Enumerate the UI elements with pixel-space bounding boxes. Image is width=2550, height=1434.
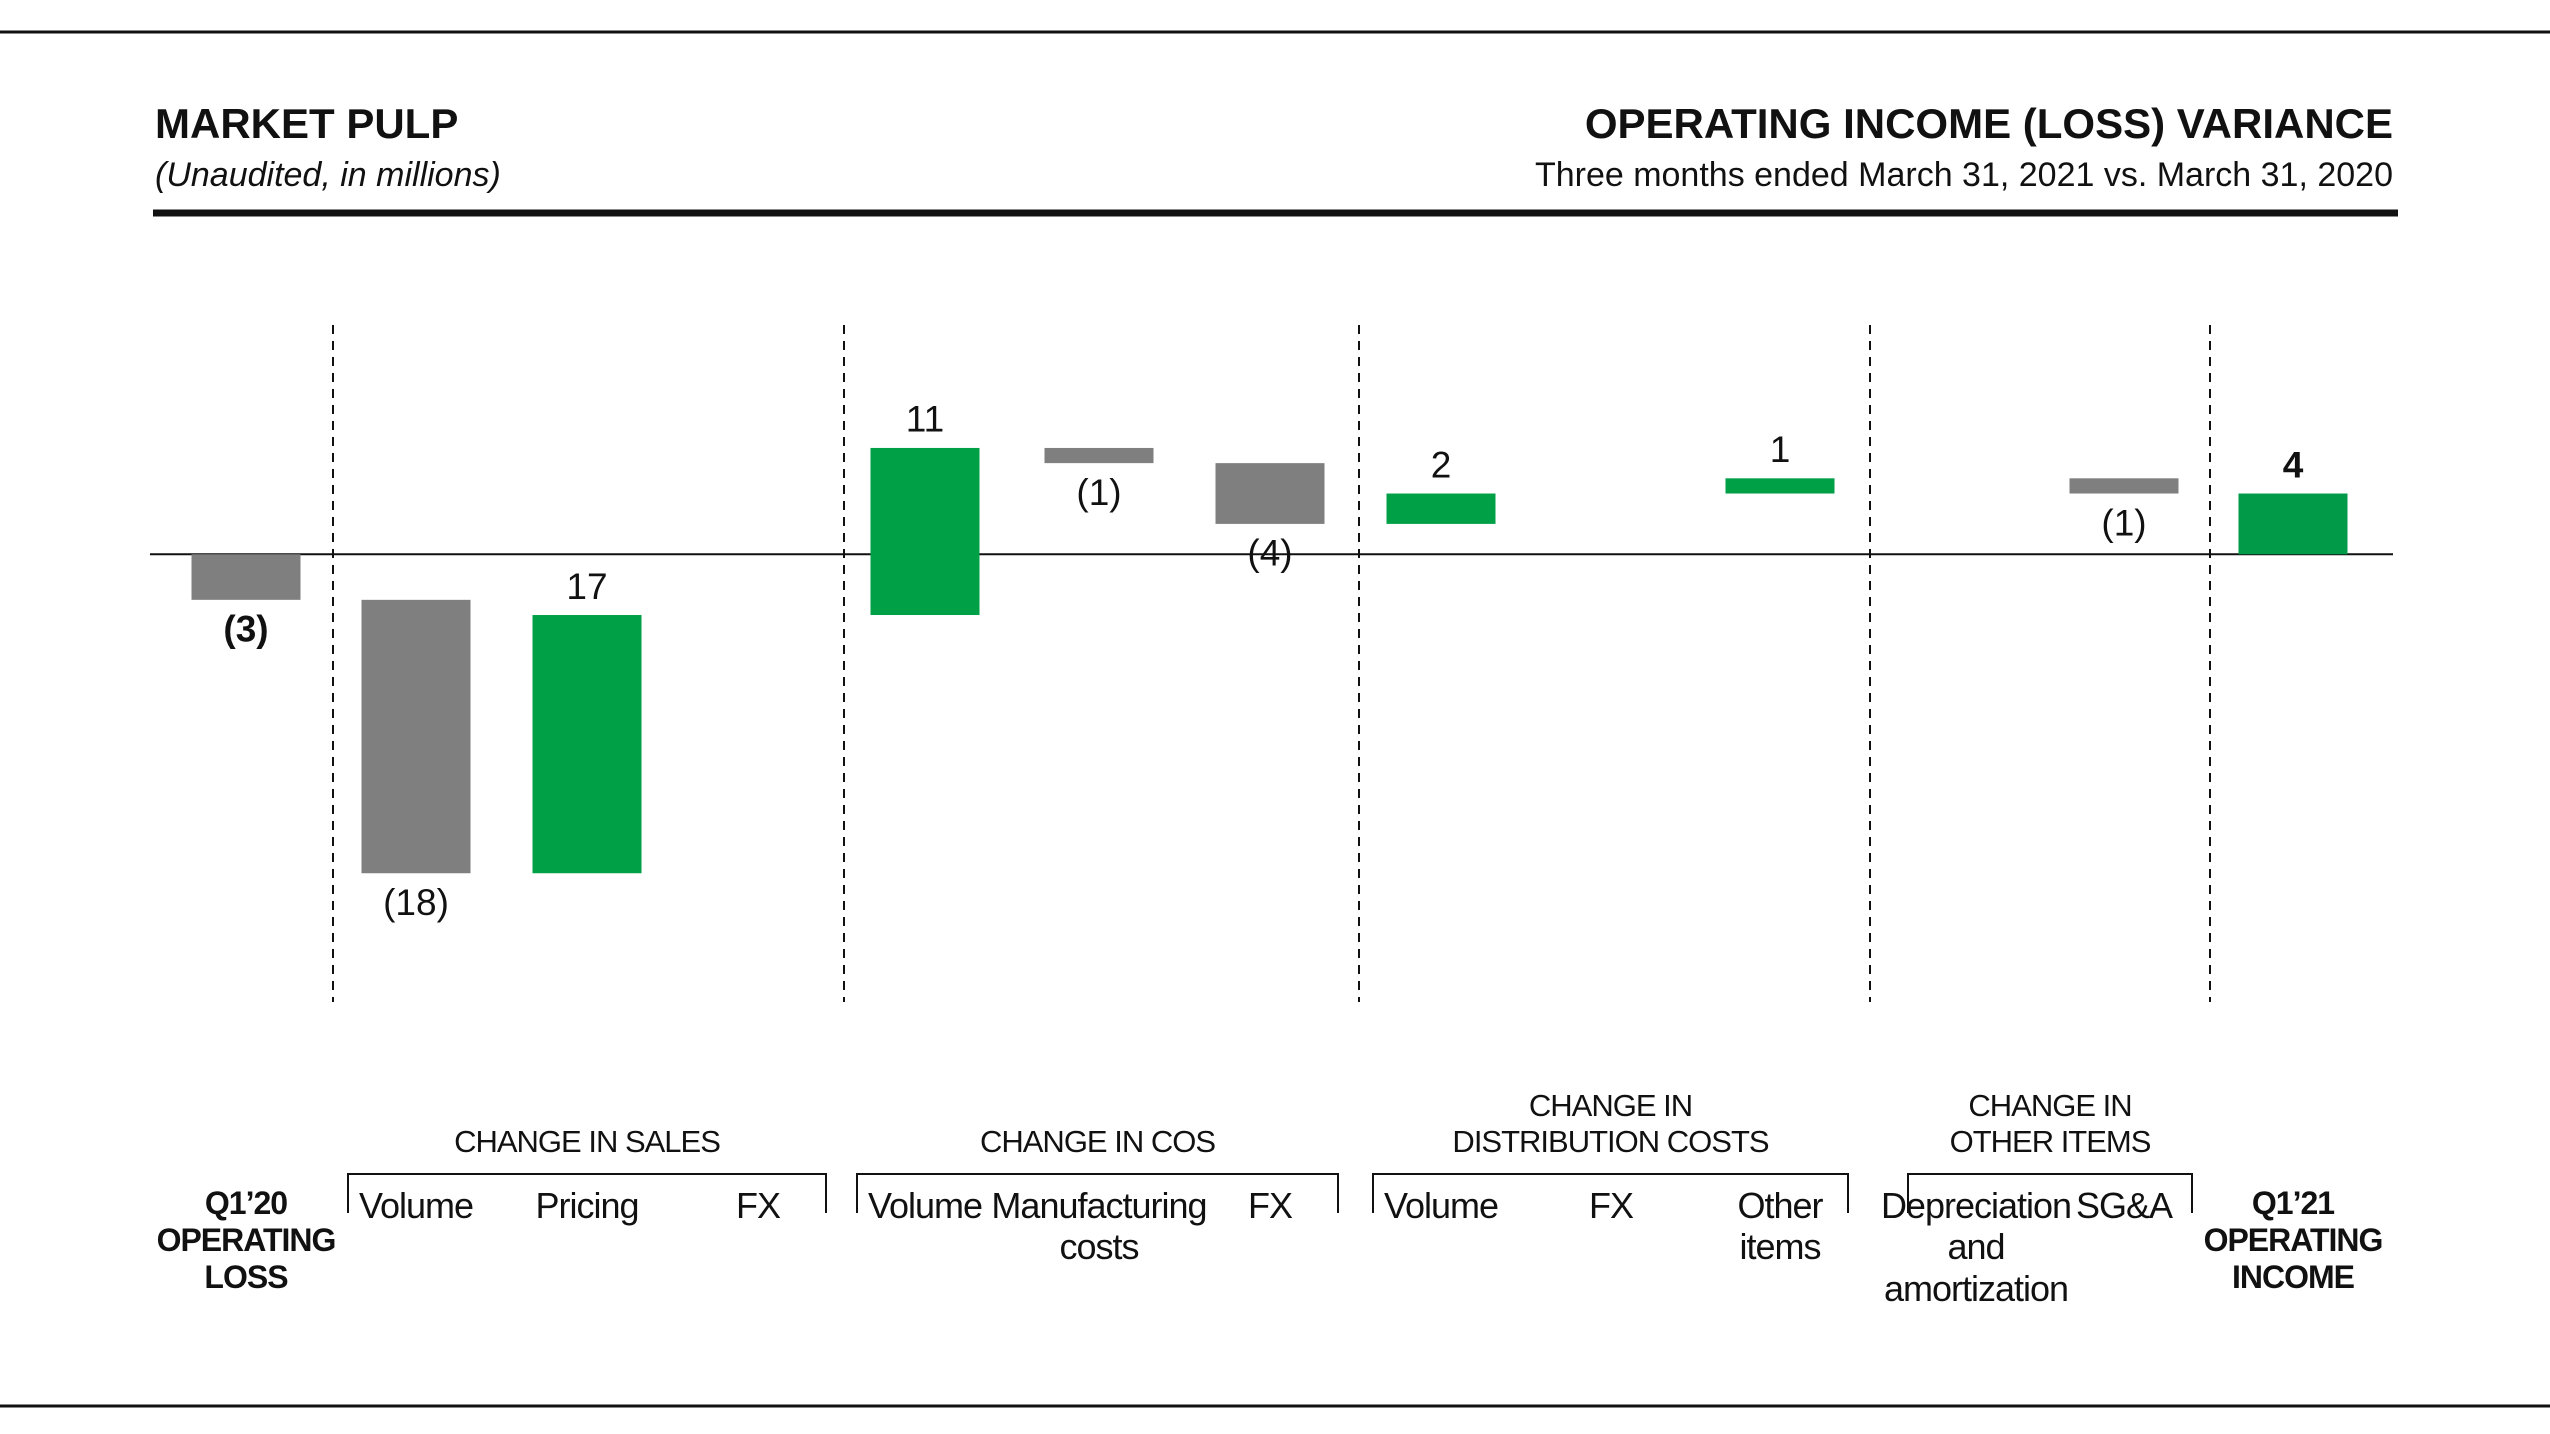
group-bracket xyxy=(1907,1173,2193,1213)
bar xyxy=(191,554,301,600)
category-label: Volume xyxy=(1383,1185,1499,1226)
group-bracket xyxy=(856,1173,1339,1213)
subtitle: (Unaudited, in millions) xyxy=(155,156,501,194)
data-label: (3) xyxy=(223,609,268,650)
data-label: 11 xyxy=(906,399,944,440)
category-label: Other items xyxy=(1737,1185,1823,1268)
category-label: Pricing xyxy=(535,1185,639,1226)
bar xyxy=(1725,478,1835,494)
data-label: 17 xyxy=(566,566,607,607)
group-bracket xyxy=(347,1173,827,1213)
group-label: CHANGE IN OTHER ITEMS xyxy=(1949,1088,2152,1159)
group-bracket xyxy=(1372,1173,1849,1213)
group-label: CHANGE IN DISTRIBUTION COSTS xyxy=(1452,1088,1769,1159)
category-label: SG&A xyxy=(2075,1185,2173,1226)
bar xyxy=(870,447,980,616)
bar xyxy=(1044,447,1154,464)
category-label: Depreciation and amortization xyxy=(1880,1185,2072,1309)
data-label: (1) xyxy=(2101,502,2146,543)
category-label: Volume xyxy=(867,1185,983,1226)
data-label: (1) xyxy=(1076,472,1121,513)
data-label: 4 xyxy=(2283,444,2304,485)
data-label: (18) xyxy=(383,882,449,923)
category-label: FX xyxy=(735,1185,781,1226)
category-label: FX xyxy=(1588,1185,1634,1226)
bar xyxy=(2238,493,2348,555)
category-label: Volume xyxy=(358,1185,474,1226)
category-label: Q1’20 OPERATING LOSS xyxy=(156,1185,337,1295)
group-label: CHANGE IN SALES xyxy=(454,1124,721,1159)
bar xyxy=(1215,463,1325,524)
right-title: OPERATING INCOME (LOSS) VARIANCE xyxy=(1584,100,2393,147)
bar xyxy=(2069,478,2179,494)
bar xyxy=(532,615,642,874)
right-subtitle: Three months ended March 31, 2021 vs. Ma… xyxy=(1534,156,2393,194)
title: MARKET PULP xyxy=(155,100,459,147)
category-label: Q1’21 OPERATING INCOME xyxy=(2203,1185,2384,1295)
category-label: Manufacturing costs xyxy=(991,1185,1207,1268)
bar xyxy=(361,599,471,874)
bar xyxy=(1386,493,1496,524)
data-label: 1 xyxy=(1770,429,1791,470)
group-label: CHANGE IN COS xyxy=(979,1124,1216,1159)
category-label: FX xyxy=(1247,1185,1293,1226)
data-label: 2 xyxy=(1431,444,1452,485)
data-label: (4) xyxy=(1247,533,1292,574)
